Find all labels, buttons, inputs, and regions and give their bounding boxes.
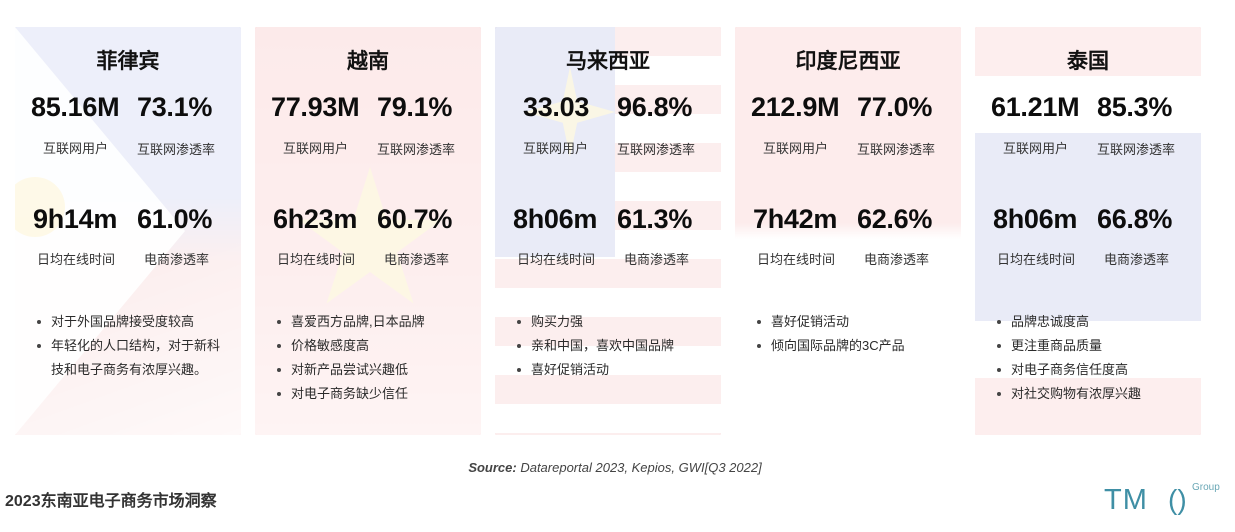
ecommerce-penetration-label: 电商渗透率 [384,252,450,267]
internet-users-label: 互联网用户 [763,141,829,156]
daily-online-time-value: 8h06m [993,204,1078,234]
daily-online-time-value: 7h42m [753,204,838,234]
insight-item: 对电子商务缺少信任 [277,382,471,406]
insight-item: 品牌忠诚度高 [997,310,1191,334]
internet-penetration-label: 互联网渗透率 [857,142,936,157]
insight-item: 价格敏感度高 [277,334,471,358]
insight-item: 喜好促销活动 [757,310,951,334]
insight-item: 喜好促销活动 [517,358,711,382]
insight-list: 喜好促销活动 倾向国际品牌的3C产品 [757,310,951,358]
insight-item: 年轻化的人口结构，对于新科技和电子商务有浓厚兴趣。 [37,334,231,382]
insight-item: 对于外国品牌接受度较高 [37,310,231,334]
insight-item: 亲和中国，喜欢中国品牌 [517,334,711,358]
ecommerce-penetration-value: 61.3% [617,204,693,234]
footer-title: 2023东南亚电子商务市场洞察 [5,493,217,510]
daily-online-time-label: 日均在线时间 [757,252,836,267]
source-text: Datareportal 2023, Kepios, GWI[Q3 2022] [516,460,762,475]
ecommerce-penetration-value: 62.6% [857,204,933,234]
daily-online-time-label: 日均在线时间 [277,252,356,267]
insight-item: 对新产品尝试兴趣低 [277,358,471,382]
ecommerce-penetration-label: 电商渗透率 [1104,252,1170,267]
insight-list: 品牌忠诚度高 更注重商品质量 对电子商务信任度高 对社交购物有浓厚兴趣 [997,310,1191,406]
country-name: 印度尼西亚 [795,50,901,73]
country-card-philippines: 菲律宾 85.16M 73.1% 互联网用户 互联网渗透率 9h14m 61.0… [15,27,241,435]
daily-online-time-label: 日均在线时间 [997,252,1076,267]
insight-item: 更注重商品质量 [997,334,1191,358]
internet-penetration-value: 96.8% [617,92,693,122]
internet-users-label: 互联网用户 [523,141,589,156]
insight-item: 喜爱西方品牌,日本品牌 [277,310,471,334]
internet-penetration-value: 85.3% [1097,92,1173,122]
internet-penetration-value: 77.0% [857,92,933,122]
country-name: 马来西亚 [566,50,650,73]
internet-users-value: 33.03 [523,92,590,122]
internet-penetration-label: 互联网渗透率 [137,142,216,157]
insight-list: 喜爱西方品牌,日本品牌 价格敏感度高 对新产品尝试兴趣低 对电子商务缺少信任 [277,310,471,406]
internet-users-value: 77.93M [271,92,360,122]
insight-item: 购买力强 [517,310,711,334]
internet-users-value: 85.16M [31,92,120,122]
ecommerce-penetration-label: 电商渗透率 [864,252,930,267]
daily-online-time-value: 6h23m [273,204,358,234]
country-card-malaysia: 马来西亚 33.03 96.8% 互联网用户 互联网渗透率 8h06m 61.3… [495,27,721,435]
internet-penetration-value: 73.1% [137,92,213,122]
internet-penetration-label: 互联网渗透率 [617,142,696,157]
internet-users-label: 互联网用户 [1003,141,1069,156]
logo-mark: TM [1104,484,1148,516]
daily-online-time-value: 9h14m [33,204,118,234]
ecommerce-penetration-value: 61.0% [137,204,213,234]
source-citation: Source: Datareportal 2023, Kepios, GWI[Q… [0,460,1230,475]
ecommerce-penetration-label: 电商渗透率 [624,252,690,267]
internet-users-label: 互联网用户 [43,141,109,156]
logo-bracket: () [1168,484,1187,515]
daily-online-time-label: 日均在线时间 [517,252,596,267]
insight-list: 购买力强 亲和中国，喜欢中国品牌 喜好促销活动 [517,310,711,382]
ecommerce-penetration-value: 60.7% [377,204,453,234]
insight-item: 对社交购物有浓厚兴趣 [997,382,1191,406]
ecommerce-penetration-label: 电商渗透率 [144,252,210,267]
daily-online-time-value: 8h06m [513,204,598,234]
logo-sub: Group [1192,482,1220,493]
internet-penetration-value: 79.1% [377,92,453,122]
internet-penetration-label: 互联网渗透率 [377,142,456,157]
country-name: 泰国 [1067,50,1109,73]
tmo-group-logo: TM () Group [1104,482,1230,522]
internet-penetration-label: 互联网渗透率 [1097,142,1176,157]
source-label: Source: [468,460,517,475]
internet-users-value: 212.9M [751,92,840,122]
country-card-thailand: 泰国 61.21M 85.3% 互联网用户 互联网渗透率 8h06m 66.8%… [975,27,1201,435]
internet-users-label: 互联网用户 [283,141,349,156]
ecommerce-penetration-value: 66.8% [1097,204,1173,234]
insight-list: 对于外国品牌接受度较高 年轻化的人口结构，对于新科技和电子商务有浓厚兴趣。 [37,310,231,382]
internet-users-value: 61.21M [991,92,1080,122]
country-name: 菲律宾 [96,50,160,73]
country-card-vietnam: 越南 77.93M 79.1% 互联网用户 互联网渗透率 6h23m 60.7%… [255,27,481,435]
insight-item: 对电子商务信任度高 [997,358,1191,382]
country-name: 越南 [347,50,389,73]
insight-item: 倾向国际品牌的3C产品 [757,334,951,358]
daily-online-time-label: 日均在线时间 [37,252,116,267]
country-card-indonesia: 印度尼西亚 212.9M 77.0% 互联网用户 互联网渗透率 7h42m 62… [735,27,961,435]
